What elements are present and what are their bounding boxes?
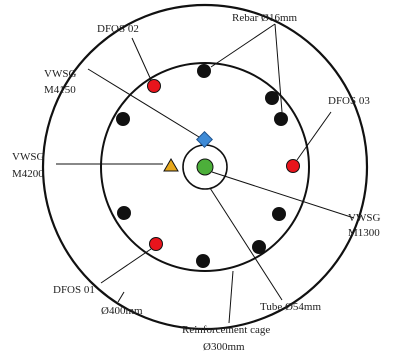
leader-m1300	[211, 171, 355, 219]
leader-dfos01	[100, 248, 152, 284]
label-rebar: Rebar Ø16mm	[232, 12, 298, 24]
rebar-dot	[265, 91, 279, 105]
label-dfos01: DFOS 01	[53, 284, 95, 296]
label-m4150-line2: M4150	[44, 84, 76, 96]
vwsg-m4150-diamond	[196, 131, 213, 148]
rebar-dot	[116, 112, 130, 126]
vwsg-m1300-dot	[196, 158, 214, 176]
rebar-dot	[274, 112, 288, 126]
leader-dfos02	[131, 37, 152, 81]
leader-rebar-2	[274, 23, 283, 113]
dfos03-dot	[286, 159, 300, 173]
label-cage-line2: Ø300mm	[203, 341, 245, 353]
leader-rebar-1	[210, 23, 276, 68]
label-m1300-line1: VWSG	[348, 212, 380, 224]
cage-circle	[100, 62, 310, 272]
rebar-dot	[197, 64, 211, 78]
leader-dfos03	[296, 111, 332, 161]
leader-cage	[228, 270, 234, 324]
dfos01-dot	[149, 237, 163, 251]
label-tube: Tube Ø54mm	[260, 301, 321, 313]
label-m4200-line1: VWSG	[12, 151, 44, 163]
outer-circle	[41, 3, 369, 331]
vwsg-m4200-triangle	[163, 158, 179, 172]
label-dfos03: DFOS 03	[328, 95, 370, 107]
label-m4200-line2: M4200	[12, 168, 44, 180]
rebar-dot	[117, 206, 131, 220]
label-cage-line1: Reinforcement cage	[182, 324, 270, 336]
leader-outer	[117, 291, 125, 303]
label-dfos02: DFOS 02	[97, 23, 139, 35]
dfos02-dot	[147, 79, 161, 93]
label-m4150-line1: VWSG	[44, 68, 76, 80]
rebar-dot	[272, 207, 286, 221]
leader-m4150	[87, 68, 200, 138]
label-m1300-line2: M1300	[348, 227, 380, 239]
leader-tube	[209, 187, 283, 301]
label-outer: Ø400mm	[101, 305, 143, 317]
rebar-dot	[252, 240, 266, 254]
rebar-dot	[196, 254, 210, 268]
